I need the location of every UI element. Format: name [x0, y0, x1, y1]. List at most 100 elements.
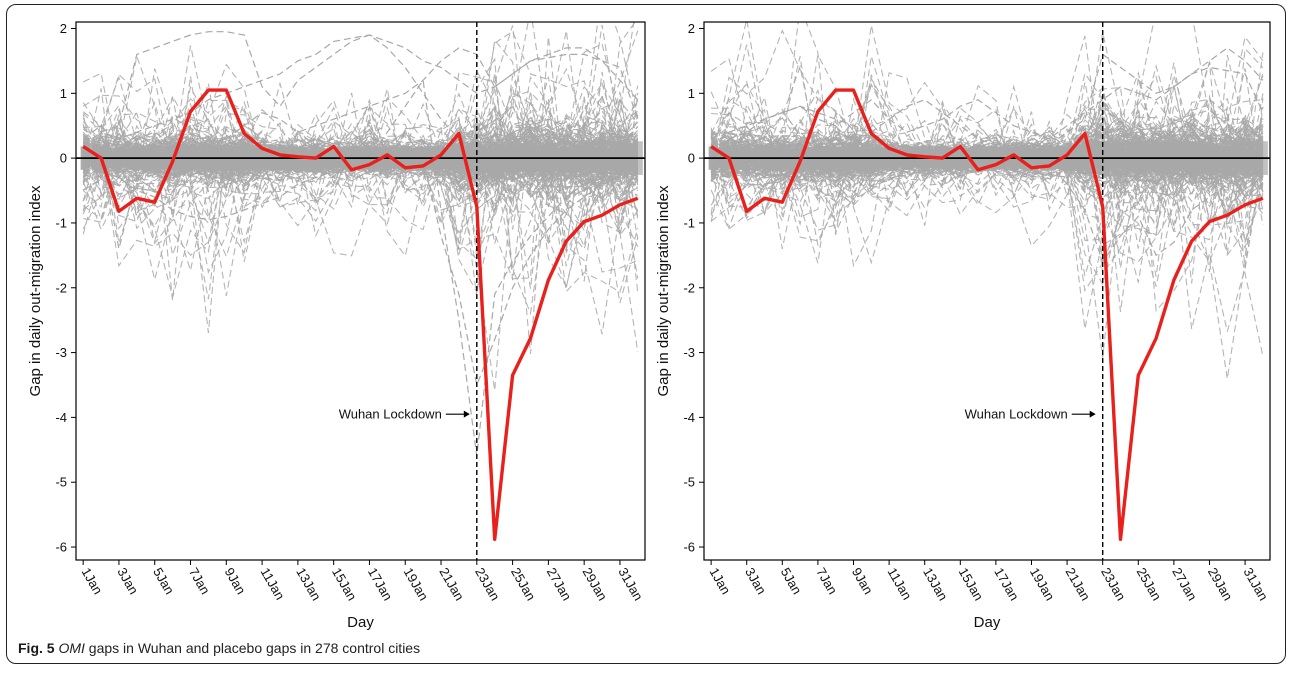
placebo-line [710, 97, 1264, 358]
x-tick-label: 5Jan [778, 565, 805, 597]
placebo-line-extreme [82, 31, 639, 153]
placebo-line [82, 94, 638, 229]
placebo-line [710, 62, 1263, 227]
lockdown-annotation: Wuhan Lockdown [965, 407, 1068, 422]
x-tick-label: 19Jan [1027, 565, 1058, 603]
x-tick-label: 7Jan [813, 565, 840, 597]
x-tick-label: 11Jan [885, 565, 915, 602]
plot-frame [75, 21, 646, 561]
x-tick-label: 31Jan [1240, 565, 1271, 603]
x-tick-label: 13Jan [293, 565, 324, 603]
placebo-line-extreme [82, 47, 639, 153]
x-tick-label: 5Jan [150, 565, 177, 597]
x-tick-label: 17Jan [991, 565, 1022, 603]
x-tick-label: 15Jan [956, 565, 987, 603]
placebo-line [710, 121, 1263, 171]
x-tick-label: 17Jan [365, 565, 396, 603]
x-tick-label: 15Jan [329, 565, 360, 603]
y-tick-label: 1 [688, 86, 695, 101]
x-tick-label: 19Jan [401, 565, 432, 603]
y-tick-label: 0 [688, 151, 695, 166]
y-tick-label: 2 [60, 21, 67, 36]
placebo-line [710, 60, 1264, 313]
x-tick-label: 21Jan [436, 565, 467, 603]
placebo-line [83, 25, 639, 290]
placebo-line [82, 75, 639, 228]
y-tick-label: -4 [683, 410, 695, 425]
placebo-line [710, 128, 1264, 176]
placebo-line [82, 126, 638, 185]
y-tick-label: -1 [683, 215, 695, 230]
y-tick-label: -2 [683, 280, 695, 295]
placebo-line [82, 67, 639, 274]
placebo-line-extreme [82, 34, 639, 153]
y-tick-label: -1 [55, 215, 67, 230]
figure-caption: Fig. 5 OMI gaps in Wuhan and placebo gap… [18, 640, 420, 656]
x-tick-label: 1Jan [707, 565, 734, 597]
placebo-line [710, 147, 1264, 203]
placebo-lines [82, 22, 639, 457]
y-tick-label: 1 [60, 86, 67, 101]
x-axis-label: Day [974, 614, 1001, 631]
plot-frame [703, 21, 1271, 561]
placebo-line [710, 22, 1264, 242]
x-tick-label: 23Jan [1098, 565, 1129, 603]
x-tick-label: 9Jan [222, 565, 249, 597]
x-axis-label: Day [347, 614, 374, 631]
placebo-line [82, 22, 639, 258]
placebo-line [82, 116, 638, 180]
placebo-line [82, 38, 639, 268]
annotation-arrow-head [1089, 410, 1096, 418]
placebo-line-extreme [710, 66, 1264, 146]
placebo-line [710, 123, 1264, 208]
placebo-line [82, 145, 639, 182]
placebo-line-extreme [710, 47, 1264, 159]
left-panel: 2 1 0 -1 -2 -3 -4 -5 -6 1Jan 3Jan 5Jan 7Jan 9Jan 11Jan… [27, 21, 646, 631]
y-tick-label: 2 [688, 21, 695, 36]
placebo-lines [710, 22, 1264, 379]
right-panel: 2 1 0 -1 -2 -3 -4 -5 -6 1Jan 3Jan 5Jan 7Jan 9Jan 11Jan… [655, 21, 1271, 631]
placebo-line [710, 64, 1264, 284]
wuhan-gap-line [82, 88, 639, 541]
y-tick-label: -3 [683, 345, 695, 360]
placebo-line [82, 22, 636, 300]
y-tick-label: -2 [55, 280, 67, 295]
placebo-line [710, 108, 1264, 230]
y-axis-label: Gap in daily out-migration index [655, 185, 672, 396]
x-tick-label: 7Jan [186, 565, 213, 597]
x-tick-label: 27Jan [544, 565, 575, 603]
placebo-line [82, 57, 639, 288]
x-tick-label: 25Jan [508, 565, 539, 603]
y-tick-label: 0 [60, 151, 67, 166]
lockdown-annotation: Wuhan Lockdown [339, 407, 442, 422]
caption-text: gaps in Wuhan and placebo gaps in 278 co… [84, 640, 421, 656]
wuhan-gap-line [710, 88, 1264, 541]
x-tick-label: 11Jan [257, 565, 287, 602]
placebo-line [710, 140, 1264, 203]
x-tick-label: 29Jan [580, 565, 611, 603]
placebo-line [711, 132, 1264, 171]
caption-emphasis: OMI [58, 640, 85, 656]
y-tick-label: -5 [683, 475, 695, 490]
placebo-line [710, 72, 1264, 249]
figure-number: Fig. 5 [18, 640, 55, 656]
y-tick-label: -4 [55, 410, 67, 425]
x-tick-label: 3Jan [114, 565, 141, 597]
placebo-line [82, 36, 639, 353]
placebo-line [82, 119, 639, 176]
y-axis-label: Gap in daily out-migration index [27, 185, 44, 396]
placebo-line [710, 25, 1264, 276]
figure-frame [6, 4, 1286, 664]
x-tick-label: 13Jan [920, 565, 951, 603]
x-tick-label: 31Jan [615, 565, 646, 603]
y-tick-label: -5 [55, 475, 67, 490]
placebo-line [83, 130, 639, 182]
placebo-line [710, 84, 1264, 268]
x-tick-label: 29Jan [1205, 565, 1236, 603]
x-tick-label: 21Jan [1062, 565, 1093, 603]
x-tick-label: 1Jan [79, 565, 106, 597]
plot-area [76, 22, 645, 560]
x-tick-label: 25Jan [1134, 565, 1165, 603]
placebo-line [710, 130, 1264, 174]
